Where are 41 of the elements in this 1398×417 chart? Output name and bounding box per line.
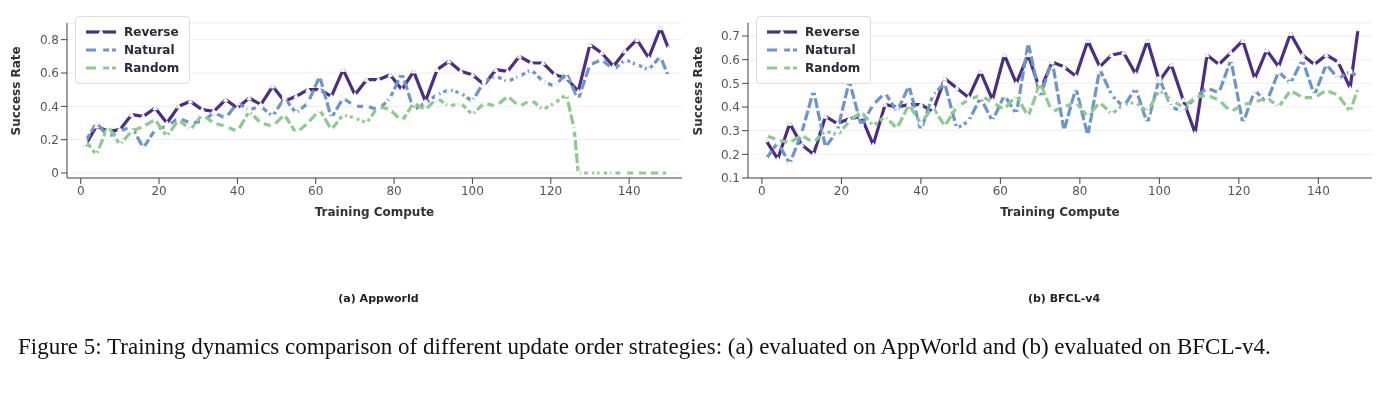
x-tick-label: 80 <box>1072 183 1088 198</box>
y-tick-label: 0 <box>51 166 59 181</box>
caption: Figure 5: Training dynamics comparison of different update order strategies: (a) evaluated on AppWorld and (b) evaluated on BFCL-v4. <box>17 333 1272 360</box>
x-tick-label: 80 <box>386 183 402 198</box>
y-tick-label: 0.4 <box>720 100 740 115</box>
text: (a) Appworld <box>337 292 420 305</box>
legend-label: Natural <box>124 43 175 57</box>
legend-label: Natural <box>805 43 856 57</box>
x-axis-title: Training Compute <box>314 205 435 219</box>
y-tick-label: 0.2 <box>39 132 59 147</box>
y-tick-label: 0.1 <box>720 171 740 186</box>
legend-label: Reverse <box>805 25 860 39</box>
x-tick-label: 120 <box>1227 183 1251 198</box>
y-tick-label: 0.2 <box>720 147 740 162</box>
y-axis-title: Success Rate <box>9 46 24 136</box>
y-tick-label: 0.3 <box>720 123 740 138</box>
x-tick-label: 0 <box>76 183 85 198</box>
y-tick-label: 0.5 <box>720 76 740 91</box>
x-axis-title: Training Compute <box>1000 205 1120 219</box>
x-tick-label: 60 <box>992 183 1009 198</box>
legend-label: Random <box>805 61 861 75</box>
y-axis-title: Success Rate <box>691 46 706 136</box>
x-tick-label: 60 <box>308 183 324 198</box>
x-tick-label: 140 <box>617 183 641 198</box>
x-tick-label: 40 <box>229 183 246 198</box>
x-tick-label: 100 <box>1147 183 1171 198</box>
text: (b) BFCL-v4 <box>1026 292 1102 305</box>
x-tick-label: 140 <box>1306 183 1330 198</box>
y-tick-label: 0.4 <box>39 99 59 114</box>
x-tick-label: 0 <box>758 183 766 198</box>
x-tick-label: 20 <box>151 183 167 198</box>
legend-label: Reverse <box>124 25 179 39</box>
y-tick-label: 0.8 <box>39 32 59 47</box>
x-tick-label: 100 <box>460 183 484 198</box>
x-tick-label: 20 <box>833 183 850 198</box>
y-tick-label: 0.6 <box>720 52 740 67</box>
y-tick-label: 0.6 <box>39 66 59 81</box>
legend-label: Random <box>124 61 180 75</box>
x-tick-label: 120 <box>539 183 563 198</box>
x-tick-label: 40 <box>913 183 929 198</box>
y-tick-label: 0.7 <box>720 29 740 44</box>
